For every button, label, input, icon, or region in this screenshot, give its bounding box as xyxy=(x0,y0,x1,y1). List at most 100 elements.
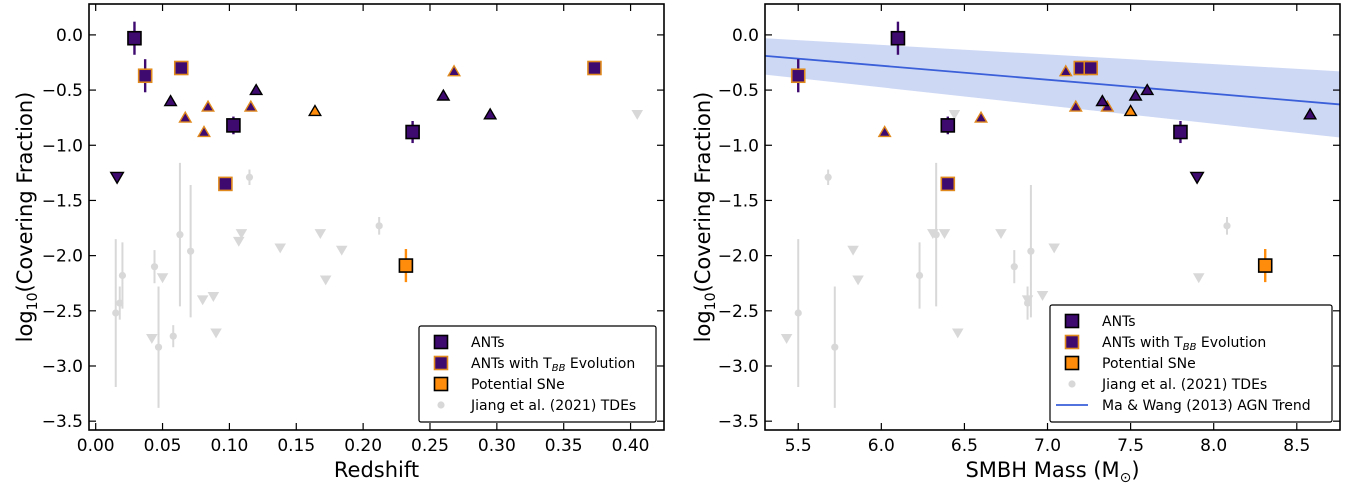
legend-box xyxy=(1049,304,1333,423)
tde-limit-3 xyxy=(207,292,220,302)
plot-area xyxy=(109,21,644,408)
legend-entry-0: ANTs xyxy=(433,334,505,351)
tbb-square-3 xyxy=(587,60,602,76)
y-tick-label-0: 0.0 xyxy=(56,26,83,46)
tbb-triangle-2 xyxy=(201,99,216,112)
tde-limit-5 xyxy=(948,109,961,120)
ant-triangle-1 xyxy=(249,83,264,96)
tde-limit-8 xyxy=(1021,295,1034,306)
x-tick-label-1: 0.05 xyxy=(144,436,182,456)
legend-label-sub: BB xyxy=(1183,342,1197,353)
x-tick-label-4: 0.20 xyxy=(344,436,382,456)
tde-limit-5 xyxy=(232,236,245,247)
ant-square-1 xyxy=(940,118,956,133)
legend-marker-tde xyxy=(437,401,445,409)
x-axis-label-close: ) xyxy=(1131,458,1139,482)
ant-square-2 xyxy=(1173,124,1188,140)
x-tick-label-7: 0.35 xyxy=(545,436,583,456)
legend-marker-ants xyxy=(1064,313,1080,329)
ant-square-0 xyxy=(890,30,906,46)
legend-label-1: ANTs with TBB Evolution xyxy=(471,356,635,374)
legend: ANTs ANTs with TBB Evolution Potential SNe… xyxy=(1049,304,1333,423)
legend-marker-tbb xyxy=(1064,334,1080,350)
tde-point-3 xyxy=(915,271,924,280)
redshift-scatter-chart: 0.00 0.05 0.10 0.15 0.20 0.25 0.30 0.35 0.40 0.0 −… xyxy=(13,3,665,482)
y-tick-label-1: −0.5 xyxy=(718,81,759,101)
y-tick-label-4: −2.0 xyxy=(718,247,759,267)
tde-point-7 xyxy=(1027,247,1035,255)
tde-limit-2 xyxy=(196,295,209,306)
y-tick-label-5: −2.5 xyxy=(718,302,759,322)
y-tick-label-6: −3.0 xyxy=(718,357,759,377)
legend-entry-2: Potential SNe xyxy=(433,376,565,393)
y-tick-label-3: −1.5 xyxy=(718,191,759,211)
tde-limit-1 xyxy=(847,245,859,256)
y-axis-label: log10(Covering Fraction) xyxy=(13,92,41,343)
legend-entry-1: ANTs with TBB Evolution xyxy=(433,355,635,374)
x-tick-label-2: 0.10 xyxy=(210,436,248,456)
ant-triangle-2 xyxy=(436,88,451,101)
legend-entry-2: Potential SNe xyxy=(1064,355,1196,372)
tde-point-2 xyxy=(831,343,839,351)
sne-triangle-0 xyxy=(307,104,322,117)
plot-frame xyxy=(764,3,1341,431)
tde-point-2 xyxy=(118,271,127,280)
legend-entry-1: ANTs with TBB Evolution xyxy=(1064,334,1266,353)
tbb-triangle-1 xyxy=(197,125,211,138)
legend-entry-3: Jiang et al. (2021) TDEs xyxy=(1068,377,1267,393)
ant-triangle-1 xyxy=(1128,88,1143,101)
x-tick-label-3: 7.0 xyxy=(1034,436,1061,456)
x-tick-label-2: 6.5 xyxy=(951,436,978,456)
legend-marker-ants xyxy=(433,334,449,350)
tbb-triangle-0 xyxy=(178,110,193,123)
legend-label-4: Ma & Wang (2013) AGN Trend xyxy=(1102,398,1311,414)
redshift-panel: 0.00 0.05 0.10 0.15 0.20 0.25 0.30 0.35 0.40 0.0 −… xyxy=(13,3,665,482)
tde-point-0 xyxy=(112,309,120,317)
tde-limit-8 xyxy=(314,229,327,240)
tbb-triangle-3 xyxy=(243,99,258,112)
tde-point-7 xyxy=(187,247,195,255)
x-tick-label-5: 8.0 xyxy=(1200,436,1227,456)
tde-point-6 xyxy=(176,231,184,239)
y-tick-label-5: −2.5 xyxy=(42,302,83,322)
y-axis-label-log: log xyxy=(691,310,715,342)
x-tick-label-0: 0.00 xyxy=(77,436,115,456)
tde-limit-0 xyxy=(146,333,158,344)
tde-point-1 xyxy=(824,173,832,181)
tde-point-5 xyxy=(1010,263,1018,271)
y-tick-label-3: −1.5 xyxy=(42,191,83,211)
tde-point-9 xyxy=(375,222,383,230)
x-tick-label-5: 0.25 xyxy=(411,436,449,456)
ant-square-1 xyxy=(226,118,241,133)
smbh-mass-scatter-chart: 5.5 6.0 6.5 7.0 7.5 8.0 8.5 0.0 −0.5 −1.0 −1.5 −2.0… xyxy=(691,3,1341,485)
legend-label-sub: BB xyxy=(552,363,566,374)
y-axis-label-log: log xyxy=(13,310,37,342)
y-axis-label-rest: (Covering Fraction) xyxy=(13,92,37,293)
tde-limit-7 xyxy=(995,229,1007,240)
x-axis-label: SMBH Mass (M⊙) xyxy=(965,458,1139,485)
tde-limit-9 xyxy=(319,275,332,286)
tbb-triangle-3 xyxy=(1068,99,1083,112)
x-axis-label: Redshift xyxy=(334,458,419,482)
smbh-mass-panel: 5.5 6.0 6.5 7.0 7.5 8.0 8.5 0.0 −0.5 −1.0 −1.5 −2.0… xyxy=(678,0,1356,485)
y-tick-label-7: −3.5 xyxy=(718,412,759,432)
tbb-triangle-0 xyxy=(877,125,892,138)
tbb-square-1 xyxy=(173,60,189,76)
tde-point-8 xyxy=(1223,222,1231,230)
tde-limit-9 xyxy=(1036,290,1049,301)
x-tick-label-4: 7.5 xyxy=(1117,436,1144,456)
ant-triangle-0 xyxy=(163,94,178,107)
legend-label-3: Jiang et al. (2021) TDEs xyxy=(470,398,636,414)
agn-trend-band xyxy=(765,38,1340,138)
tde-limit-4 xyxy=(210,328,222,339)
legend-label-pre: ANTs with T xyxy=(1102,335,1183,351)
tde-point-4 xyxy=(154,343,163,351)
legend-box xyxy=(418,325,657,423)
tde-limit-10 xyxy=(1048,243,1060,254)
legend-label-3: Jiang et al. (2021) TDEs xyxy=(1101,377,1267,393)
x-tick-label-1: 6.0 xyxy=(868,436,895,456)
legend-label-0: ANTs xyxy=(1102,314,1136,330)
legend-entry-3: Jiang et al. (2021) TDEs xyxy=(437,398,636,414)
tbb-square-0 xyxy=(137,68,153,84)
tbb-square-3 xyxy=(1083,60,1099,76)
